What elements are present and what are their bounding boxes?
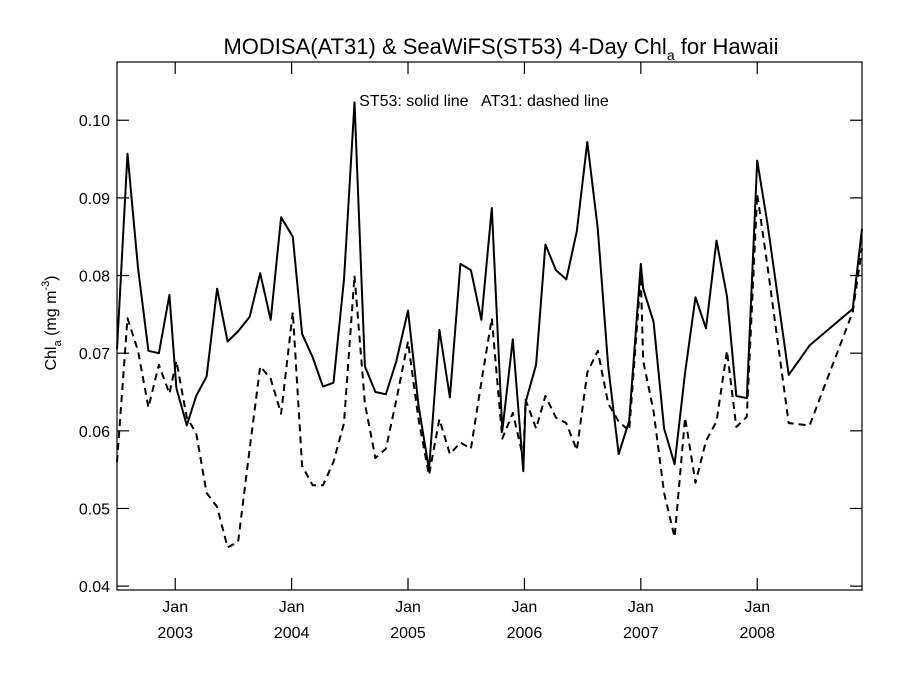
x-tick-month-label: Jan <box>162 599 188 616</box>
y-axis-label-unit: (mg m <box>43 291 60 341</box>
x-tick-month-label: Jan <box>744 599 770 616</box>
x-tick-year-label: 2004 <box>274 625 310 642</box>
y-tick-label: 0.07 <box>79 346 110 363</box>
y-tick-label: 0.08 <box>79 269 110 286</box>
y-tick-label: 0.04 <box>79 579 110 596</box>
x-tick-month-label: Jan <box>512 599 538 616</box>
y-tick-label: 0.09 <box>79 191 110 208</box>
y-tick-label: 0.06 <box>79 424 110 441</box>
y-tick-label: 0.05 <box>79 501 110 518</box>
series-line-solid <box>116 101 863 473</box>
y-axis-label-subscript: a <box>52 340 64 347</box>
y-tick-label: 0.10 <box>79 113 110 130</box>
y-axis-label-base: Chl <box>43 347 60 371</box>
series-layer <box>116 101 863 549</box>
x-tick-year-label: 2007 <box>623 625 659 642</box>
y-axis-label: Chla (mg m-3) <box>40 275 64 370</box>
y-axis-label-close: ) <box>43 275 60 280</box>
x-tick-year-label: 2006 <box>507 625 543 642</box>
axes: 0.04 0.05 0.06 0.07 0.08 0.09 0.10 Jan 2003 Jan 20… <box>79 61 863 642</box>
x-tick-year-label: 2008 <box>739 625 775 642</box>
chart-title-suffix: for Hawaii <box>675 34 779 59</box>
chart-title-main: MODISA(AT31) & SeaWiFS(ST53) 4-Day Chl <box>223 34 666 59</box>
y-axis-label-superscript: -3 <box>40 281 52 291</box>
x-tick-month-label: Jan <box>628 599 654 616</box>
plot-frame <box>116 61 863 591</box>
chart-annotation: ST53: solid line AT31: dashed line <box>359 93 609 110</box>
series-line-dashed <box>116 193 863 549</box>
x-tick-month-label: Jan <box>279 599 305 616</box>
x-tick-month-label: Jan <box>395 599 421 616</box>
chart-title-subscript: a <box>667 47 675 63</box>
chart-title: MODISA(AT31) & SeaWiFS(ST53) 4-Day Chla … <box>223 34 778 63</box>
x-tick-year-label: 2005 <box>390 625 426 642</box>
x-tick-year-label: 2003 <box>157 625 193 642</box>
